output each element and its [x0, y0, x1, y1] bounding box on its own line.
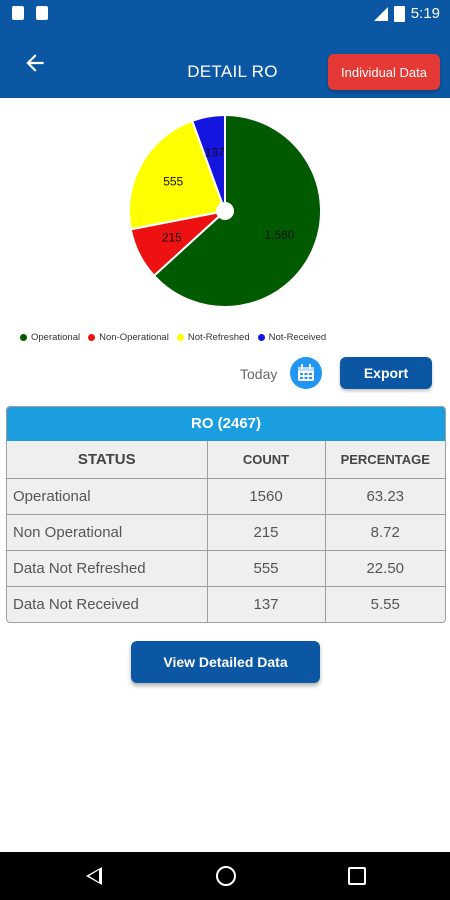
header-status: STATUS [7, 441, 208, 479]
row-status: Data Not Received [7, 586, 208, 622]
legend-dot [176, 334, 184, 341]
legend-dot [20, 334, 27, 341]
table-title: RO (2467) [7, 407, 445, 441]
pie-center-hole [216, 202, 234, 220]
sim-icon [12, 6, 24, 20]
row-status: Data Not Refreshed [7, 550, 208, 587]
app-bar: DETAIL RO Individual Data [0, 28, 450, 98]
nav-home-icon[interactable] [216, 866, 236, 886]
row-count: 137 [206, 586, 326, 622]
back-arrow-icon[interactable] [22, 50, 48, 76]
table-row: Data Not Received 137 5.55 [7, 586, 445, 622]
row-status: Operational [7, 478, 208, 515]
legend-label: Non-Operational [99, 332, 169, 343]
legend-dot [88, 334, 96, 341]
pie-slice-label: 1,560 [264, 228, 294, 242]
chart-legend: Operational Non-Operational Not-Refreshed N… [20, 332, 326, 343]
legend-item: Operational [20, 332, 80, 343]
export-button[interactable]: Export [340, 357, 432, 389]
table-row: Operational 1560 63.23 [7, 478, 445, 515]
row-count: 1560 [206, 478, 326, 515]
legend-item: Non-Operational [88, 332, 169, 343]
header-percentage: PERCENTAGE [324, 441, 445, 479]
view-detailed-data-button[interactable]: View Detailed Data [131, 641, 320, 683]
nav-recents-icon[interactable] [348, 867, 366, 885]
status-bar: 5:19 [0, 0, 450, 28]
android-notification-icon [36, 6, 48, 20]
table-row: Non Operational 215 8.72 [7, 514, 445, 551]
status-time: 5:19 [410, 5, 440, 22]
pie-slice-operational[interactable] [152, 113, 322, 308]
ro-status-table: RO (2467) STATUS COUNT PERCENTAGE Operat… [6, 406, 446, 623]
legend-label: Not-Received [268, 332, 327, 343]
header-count: COUNT [206, 441, 326, 479]
row-status: Non Operational [7, 514, 208, 551]
row-count: 215 [206, 514, 326, 551]
calendar-icon[interactable] [290, 357, 322, 389]
row-percentage: 63.23 [324, 478, 445, 515]
nav-back-icon[interactable] [86, 867, 102, 885]
battery-icon [393, 5, 405, 22]
row-percentage: 8.72 [324, 514, 445, 551]
pie-slice-label: 215 [162, 231, 182, 245]
pie-slice-label: 555 [163, 175, 183, 189]
page-title: DETAIL RO [187, 62, 278, 81]
legend-label: Operational [31, 332, 81, 343]
table-row: Data Not Refreshed 555 22.50 [7, 550, 445, 587]
legend-item: Not-Refreshed [176, 332, 250, 343]
today-label: Today [240, 366, 278, 382]
status-pie-chart: 1,560 215 555 137 [128, 113, 322, 308]
legend-label: Not-Refreshed [187, 332, 250, 343]
row-count: 555 [206, 550, 326, 587]
pie-slice-label: 137 [205, 145, 225, 159]
signal-icon [373, 6, 388, 21]
individual-data-button[interactable]: Individual Data [328, 54, 440, 90]
row-percentage: 22.50 [324, 550, 445, 587]
pie-slice-not-received[interactable] [190, 113, 226, 212]
row-percentage: 5.55 [324, 586, 445, 622]
system-nav-bar [0, 852, 450, 900]
legend-dot [257, 334, 265, 341]
legend-item: Not-Received [257, 332, 327, 343]
